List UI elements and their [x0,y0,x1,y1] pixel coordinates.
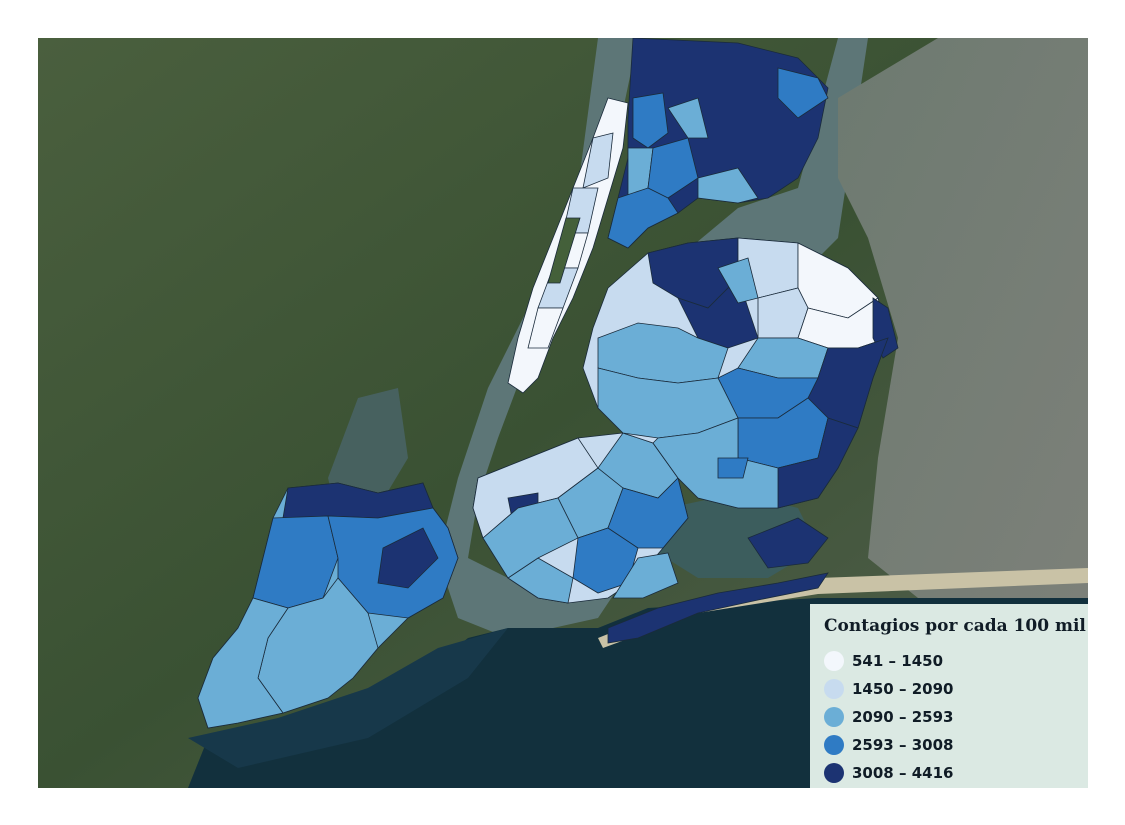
region[interactable] [717,257,759,304]
region[interactable] [377,527,439,589]
region[interactable] [777,67,829,119]
legend: Contagios por cada 100 mil hab 541 – 145… [810,604,1088,788]
region[interactable] [647,137,699,199]
region[interactable] [612,552,679,599]
region[interactable] [777,417,859,509]
region[interactable] [667,97,709,139]
region[interactable] [607,572,829,644]
region[interactable] [717,457,749,479]
long-island [838,38,1088,598]
legend-swatch [824,651,844,671]
legend-label: 2090 – 2593 [852,708,954,726]
legend-title: Contagios por cada 100 mil hab [824,616,1088,636]
legend-item: 3008 – 4416 [824,762,953,784]
region[interactable] [652,417,779,509]
region[interactable] [632,92,669,149]
lower-bay [188,628,508,768]
choropleth-map[interactable] [38,38,1088,788]
map-frame: Contagios por cada 100 mil hab 541 – 145… [38,38,1088,788]
legend-label: 3008 – 4416 [852,764,954,782]
legend-swatch [824,735,844,755]
region[interactable] [527,307,564,349]
region[interactable] [582,132,614,189]
legend-item: 2090 – 2593 [824,706,953,728]
region[interactable] [482,497,579,579]
region[interactable] [547,217,581,284]
legend-label: 541 – 1450 [852,652,944,670]
legend-item: 1450 – 2090 [824,678,953,700]
legend-label: 1450 – 2090 [852,680,954,698]
legend-swatch [824,679,844,699]
choropleth-regions [197,38,899,729]
legend-item: 541 – 1450 [824,650,943,672]
legend-swatch [824,763,844,783]
region[interactable] [747,517,829,569]
legend-swatch [824,707,844,727]
region[interactable] [697,167,759,204]
legend-item: 2593 – 3008 [824,734,953,756]
legend-label: 2593 – 3008 [852,736,954,754]
region[interactable] [607,187,679,249]
region[interactable] [197,597,289,729]
region[interactable] [607,477,689,549]
